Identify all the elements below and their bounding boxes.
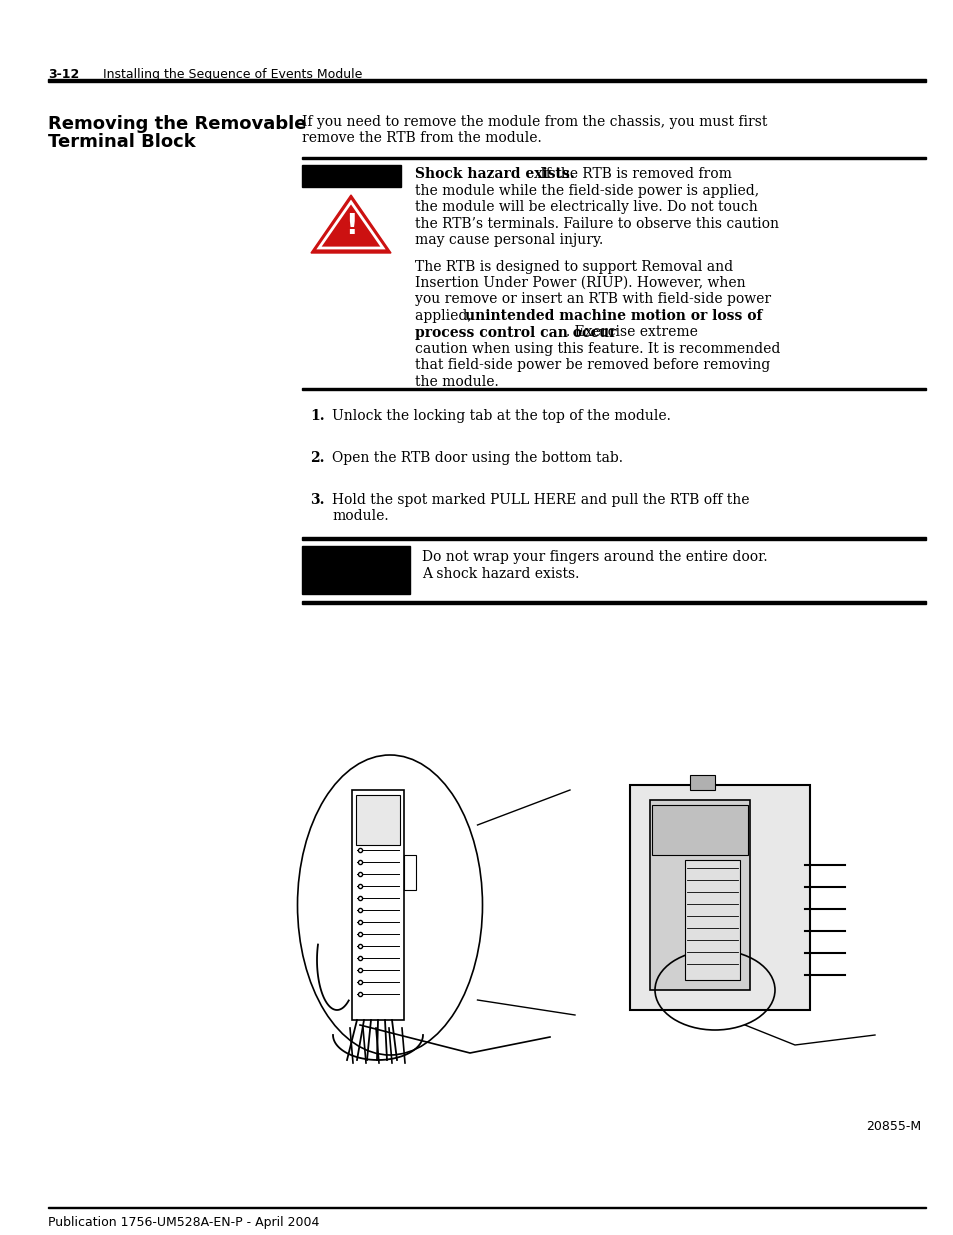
Text: unintended machine motion or loss of: unintended machine motion or loss of [464, 309, 761, 324]
Text: A shock hazard exists.: A shock hazard exists. [421, 567, 578, 580]
Text: . Exercise extreme: . Exercise extreme [566, 326, 698, 340]
Text: The RTB is designed to support Removal and: The RTB is designed to support Removal a… [415, 259, 732, 273]
Bar [302, 157, 925, 159]
Text: the module.: the module. [415, 375, 498, 389]
Text: If you need to remove the module from the chassis, you must first: If you need to remove the module from th… [302, 115, 766, 128]
Bar [302, 536, 925, 540]
Bar [302, 165, 400, 186]
Text: Hold the spot marked PULL HERE and pull the RTB off the: Hold the spot marked PULL HERE and pull … [332, 493, 749, 508]
Bar [651, 805, 747, 855]
Text: the module while the field-side power is applied,: the module while the field-side power is… [415, 184, 759, 198]
Text: applied,: applied, [415, 309, 476, 324]
Text: may cause personal injury.: may cause personal injury. [415, 233, 602, 247]
Text: 20855-M: 20855-M [865, 1120, 920, 1132]
Bar [649, 800, 749, 990]
Text: Terminal Block: Terminal Block [48, 133, 195, 151]
Bar [689, 776, 714, 790]
Text: Installing the Sequence of Events Module: Installing the Sequence of Events Module [103, 68, 362, 82]
Text: caution when using this feature. It is recommended: caution when using this feature. It is r… [415, 342, 780, 356]
Bar [302, 388, 925, 390]
Bar [302, 546, 410, 594]
Text: the module will be electrically live. Do not touch: the module will be electrically live. Do… [415, 200, 757, 214]
Text: that field-side power be removed before removing: that field-side power be removed before … [415, 358, 769, 373]
Text: ATTENTION: ATTENTION [318, 168, 384, 178]
Text: Insertion Under Power (RIUP). However, when: Insertion Under Power (RIUP). However, w… [415, 275, 745, 290]
Polygon shape [311, 195, 391, 253]
Text: 3-12: 3-12 [48, 68, 79, 82]
Bar [684, 860, 740, 981]
Text: Unlock the locking tab at the top of the module.: Unlock the locking tab at the top of the… [332, 409, 670, 424]
Text: Open the RTB door using the bottom tab.: Open the RTB door using the bottom tab. [332, 451, 622, 466]
Text: you remove or insert an RTB with field-side power: you remove or insert an RTB with field-s… [415, 293, 770, 306]
Text: the RTB’s terminals. Failure to observe this caution: the RTB’s terminals. Failure to observe … [415, 216, 779, 231]
Text: 1.: 1. [310, 409, 324, 424]
Text: remove the RTB from the module.: remove the RTB from the module. [302, 131, 541, 146]
Text: !: ! [344, 212, 357, 240]
Bar [48, 79, 925, 82]
Text: Removing the Removable: Removing the Removable [48, 115, 306, 133]
Text: module.: module. [332, 510, 388, 524]
Text: 3.: 3. [310, 493, 324, 508]
Bar [302, 600, 925, 604]
Bar [352, 790, 403, 1020]
Text: IMPORTANT: IMPORTANT [319, 559, 392, 569]
Text: Do not wrap your fingers around the entire door.: Do not wrap your fingers around the enti… [421, 551, 767, 564]
Text: process control can occur: process control can occur [415, 326, 616, 340]
Bar [355, 795, 399, 845]
Bar [403, 855, 416, 890]
Polygon shape [318, 203, 382, 248]
Text: If the RTB is removed from: If the RTB is removed from [536, 167, 731, 182]
Text: 2.: 2. [310, 451, 324, 466]
Text: Shock hazard exists.: Shock hazard exists. [415, 167, 574, 182]
Bar [629, 785, 809, 1010]
Text: Publication 1756-UM528A-EN-P - April 2004: Publication 1756-UM528A-EN-P - April 200… [48, 1216, 319, 1229]
